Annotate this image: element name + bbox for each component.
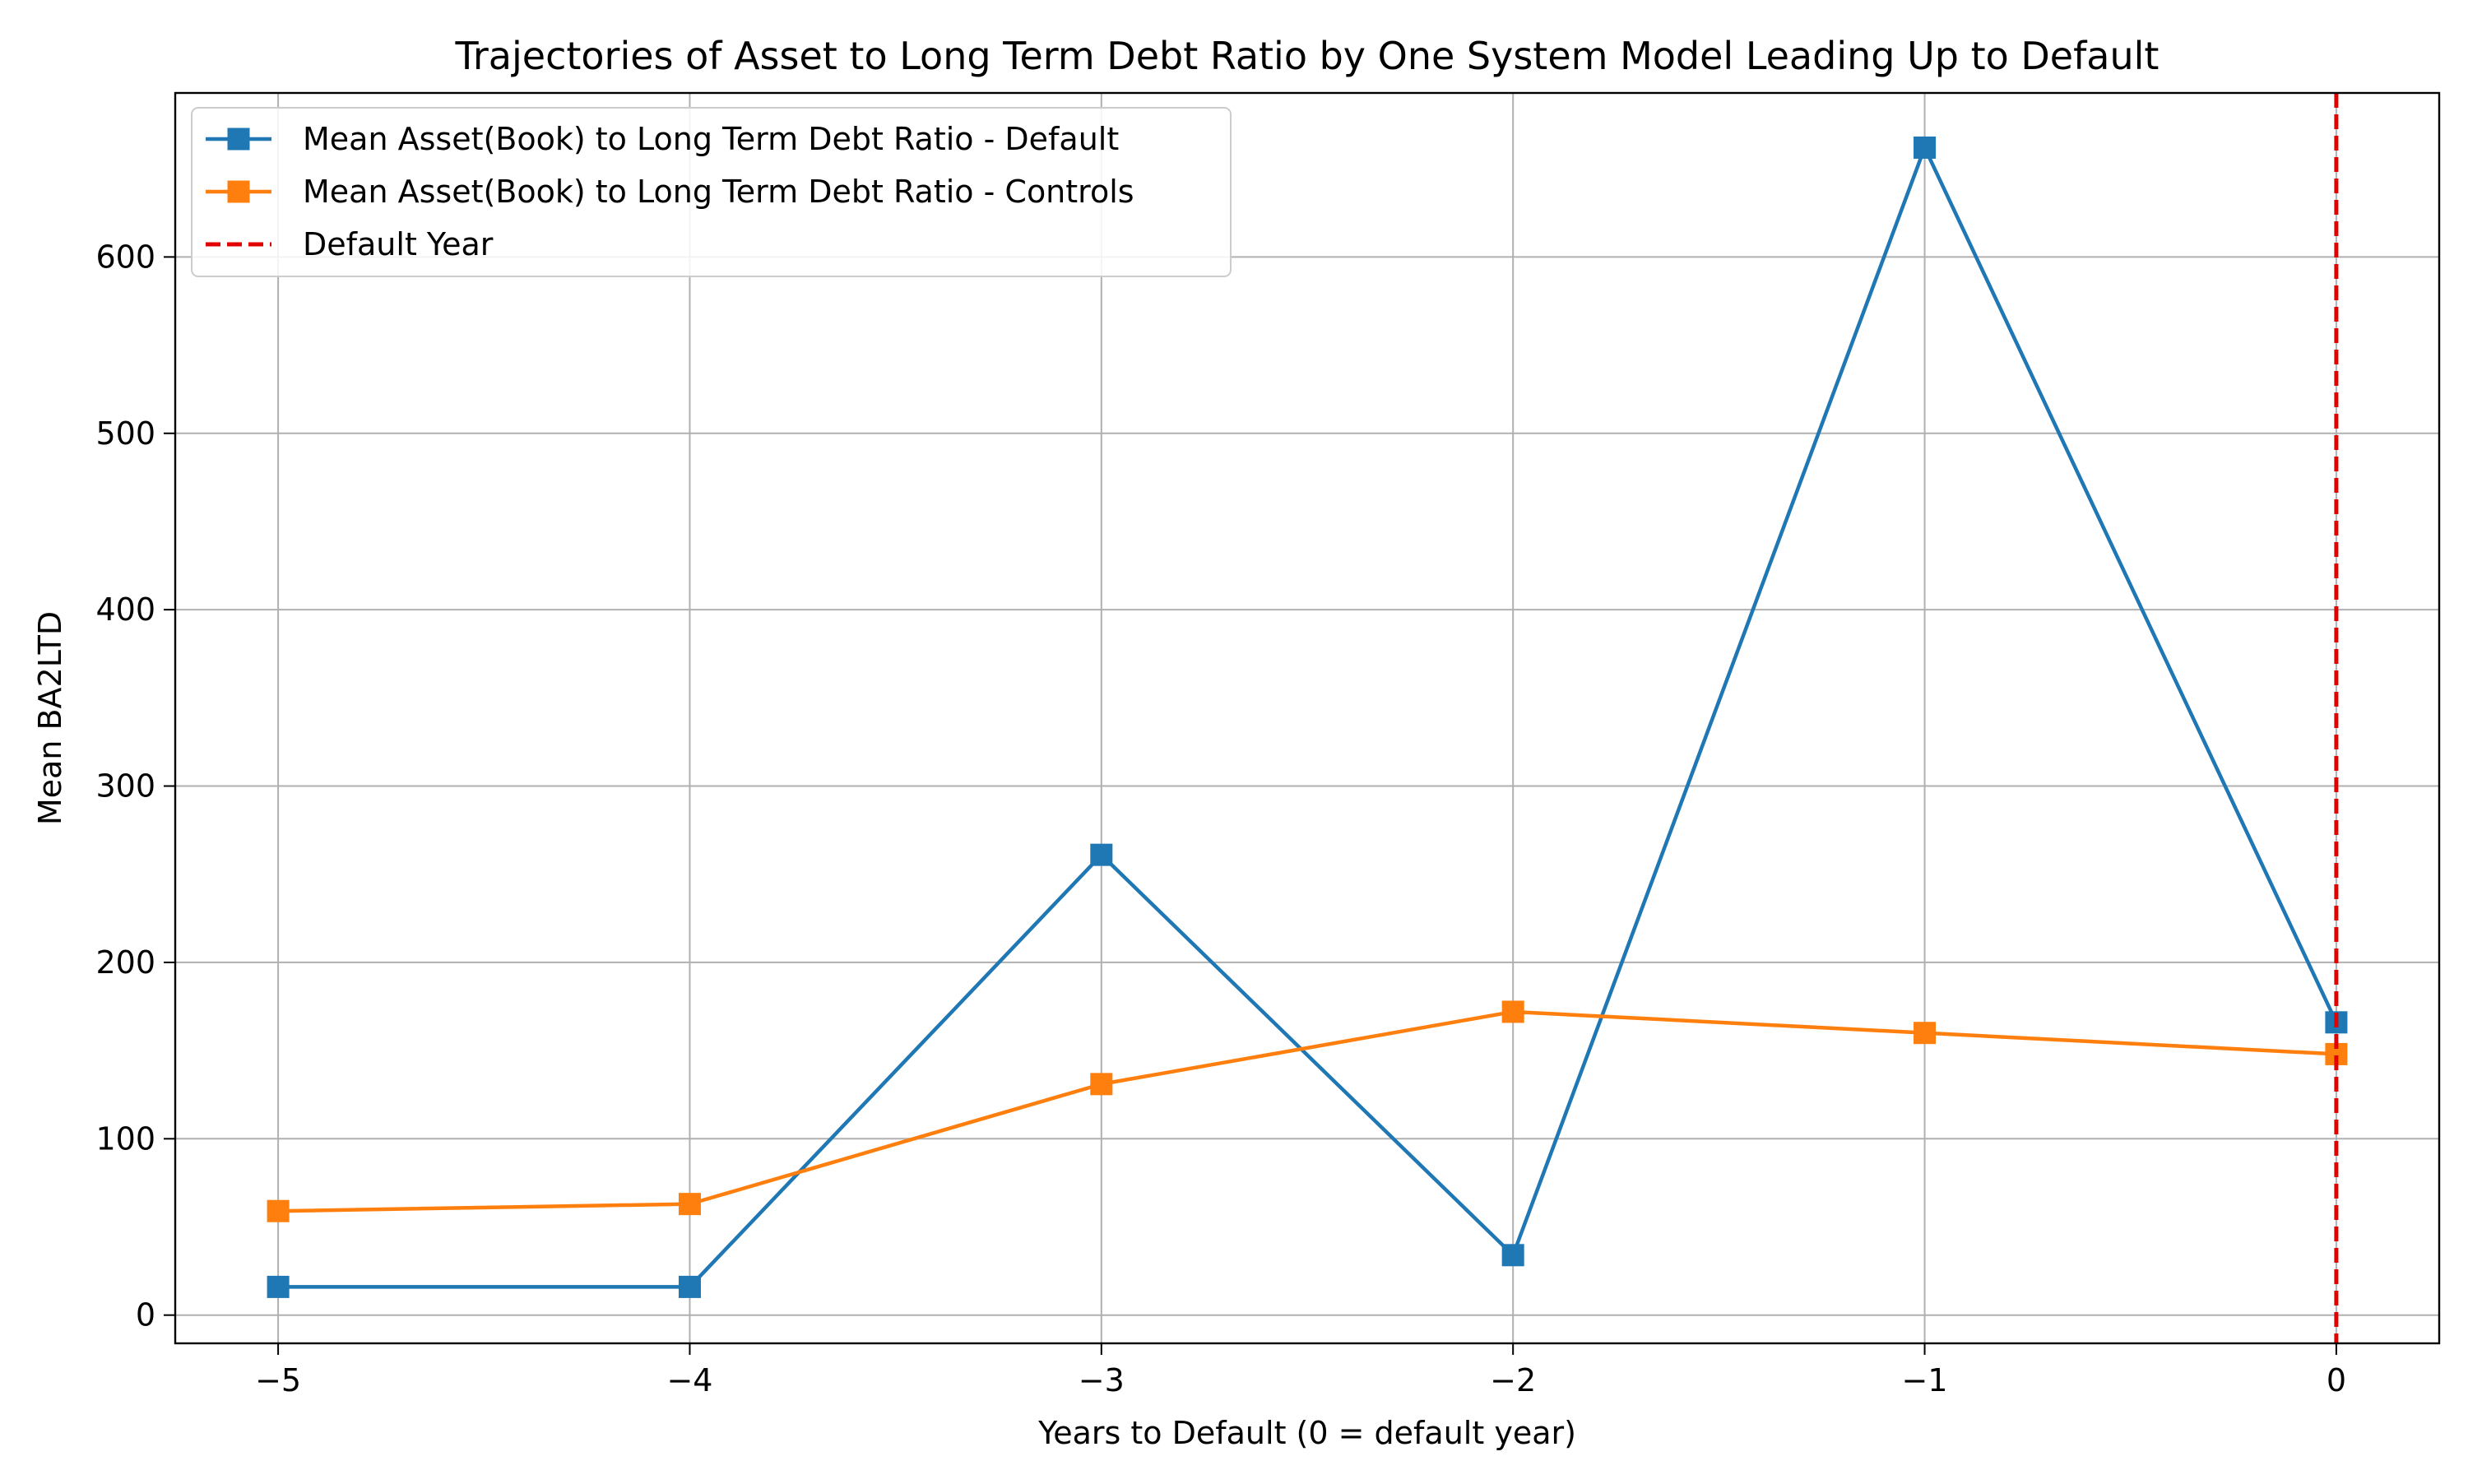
series-line-default xyxy=(278,146,2338,1289)
x-tick-label: −1 xyxy=(1902,1362,1948,1398)
legend-box xyxy=(191,107,1232,277)
data-point-default xyxy=(1501,1244,1524,1267)
x-tick-label: −5 xyxy=(255,1362,301,1398)
data-point-default xyxy=(1914,136,1937,159)
axis-ticks: −5 −4 −3 −2 −1 0 0 100 200 300 400 500 600 xyxy=(95,239,2346,1398)
grid-lines xyxy=(175,93,2439,1343)
y-axis-label: Mean BA2LTD xyxy=(32,611,68,825)
y-tick-label: 200 xyxy=(95,944,155,981)
legend-marker xyxy=(227,128,250,151)
legend-label: Default Year xyxy=(303,226,494,262)
data-point-controls xyxy=(678,1193,701,1216)
plot-series xyxy=(267,93,2348,1343)
x-tick-label: −2 xyxy=(1490,1362,1536,1398)
y-tick-label: 400 xyxy=(95,591,155,628)
y-tick-label: 600 xyxy=(95,239,155,275)
data-point-default xyxy=(1090,843,1113,866)
chart-title: Trajectories of Asset to Long Term Debt … xyxy=(455,34,2160,78)
data-point-controls xyxy=(1090,1073,1113,1096)
data-point-controls xyxy=(1501,1000,1524,1023)
y-tick-label: 500 xyxy=(95,415,155,452)
legend-label: Mean Asset(Book) to Long Term Debt Ratio… xyxy=(303,121,1119,157)
y-tick-label: 300 xyxy=(95,768,155,805)
legend-label: Mean Asset(Book) to Long Term Debt Ratio… xyxy=(303,174,1134,210)
data-point-default xyxy=(678,1275,701,1298)
x-tick-label: −3 xyxy=(1079,1362,1125,1398)
plot-frame xyxy=(174,91,2441,1345)
data-point-default xyxy=(267,1275,290,1298)
y-tick-label: 100 xyxy=(95,1120,155,1157)
series-line-controls xyxy=(278,1009,2337,1213)
legend: Mean Asset(Book) to Long Term Debt Ratio… xyxy=(191,107,1232,277)
data-point-controls xyxy=(267,1199,290,1222)
x-tick-label: −4 xyxy=(666,1362,712,1398)
y-tick-label: 0 xyxy=(136,1297,155,1333)
legend-marker xyxy=(227,180,250,203)
x-axis-label: Years to Default (0 = default year) xyxy=(1037,1415,1576,1451)
x-tick-label: 0 xyxy=(2327,1362,2346,1398)
data-point-controls xyxy=(1914,1022,1937,1045)
